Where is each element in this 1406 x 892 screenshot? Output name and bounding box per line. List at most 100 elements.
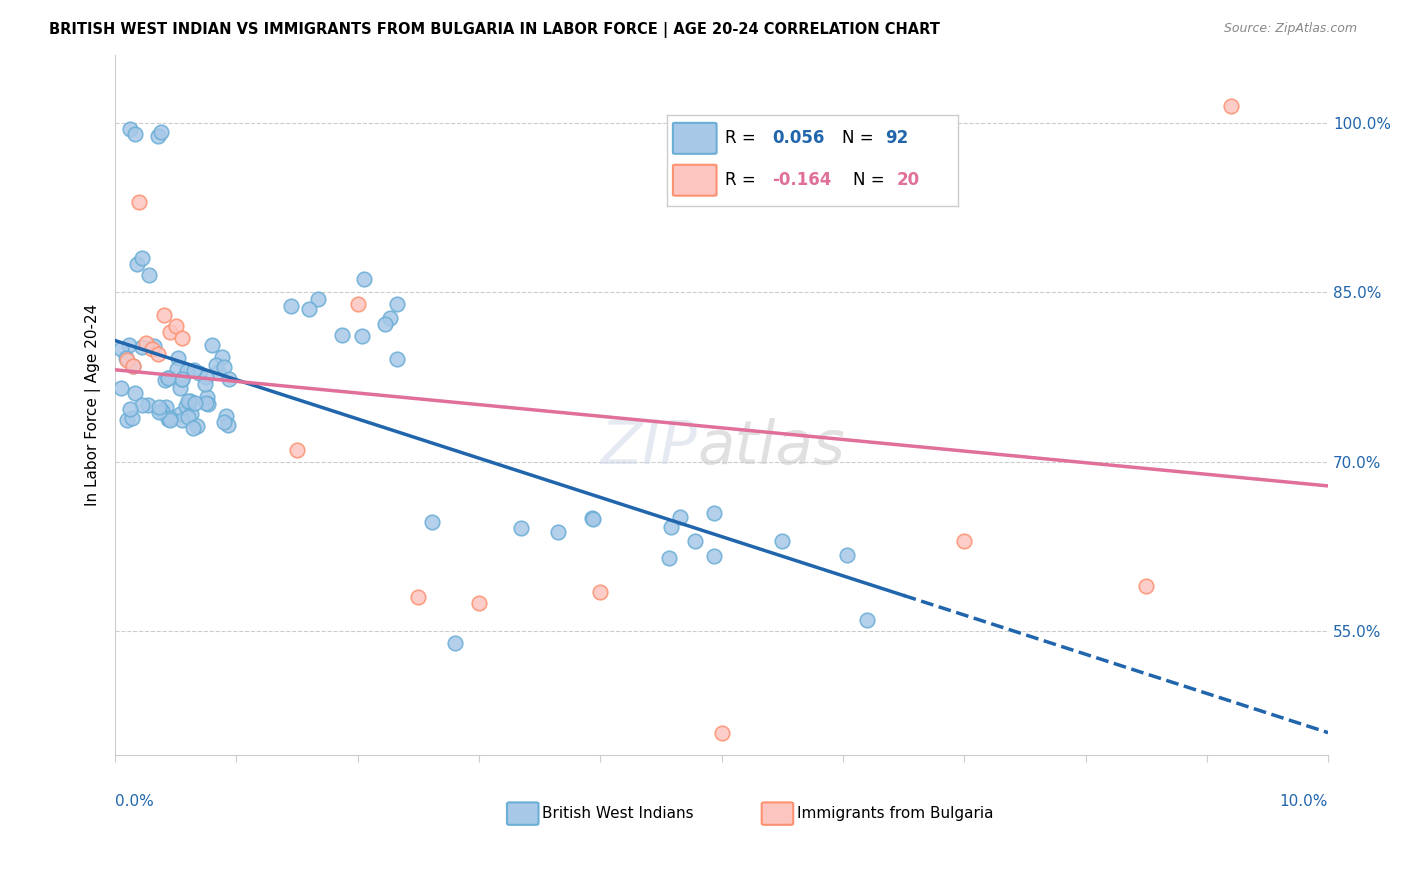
Point [352,328,374,343]
Point [194,376,217,391]
Point [134,336,156,351]
Point [215,409,238,424]
Point [953,533,976,548]
Point [1220,99,1243,113]
Point [176,409,198,424]
Point [153,373,176,387]
Text: 10.0%: 10.0% [1279,794,1329,809]
Point [117,353,139,368]
Point [856,613,879,627]
Point [114,351,136,365]
Point [669,509,692,524]
Point [172,372,194,386]
Point [186,419,208,434]
Point [710,726,733,740]
Point [128,194,150,209]
Point [1135,579,1157,593]
Point [509,521,531,535]
Point [280,299,302,313]
Point [118,121,141,136]
Point [156,371,179,385]
Point [131,252,153,266]
Point [181,420,204,434]
Text: Immigrants from Bulgaria: Immigrants from Bulgaria [797,806,994,822]
Point [120,402,142,417]
Point [131,340,153,354]
Point [141,342,163,356]
Point [177,393,200,408]
Point [207,365,229,379]
Point [581,511,603,525]
Point [174,400,197,414]
Point [298,301,321,316]
Point [172,412,194,426]
Text: Source: ZipAtlas.com: Source: ZipAtlas.com [1223,22,1357,36]
Point [468,596,491,610]
Point [770,533,793,548]
Point [307,292,329,306]
Point [125,257,148,271]
Point [143,339,166,353]
Point [194,396,217,410]
Point [146,347,169,361]
Point [385,351,408,366]
Point [179,394,201,409]
Point [195,390,218,404]
Text: BRITISH WEST INDIAN VS IMMIGRANTS FROM BULGARIA IN LABOR FORCE | AGE 20-24 CORRE: BRITISH WEST INDIAN VS IMMIGRANTS FROM B… [49,22,941,38]
Point [176,364,198,378]
Point [184,396,207,410]
Text: 0.0%: 0.0% [115,794,153,809]
Point [201,338,224,352]
Text: atlas: atlas [697,417,845,477]
Point [165,319,187,334]
Text: British West Indians: British West Indians [543,806,693,822]
Text: ZIP: ZIP [600,417,697,477]
Point [148,405,170,419]
Point [152,308,174,322]
Point [159,325,181,339]
Point [443,635,465,649]
Point [658,551,681,566]
Point [380,310,402,325]
Point [683,534,706,549]
Point [122,359,145,373]
Point [138,268,160,283]
Point [187,366,209,380]
Point [212,416,235,430]
Point [170,330,193,344]
Y-axis label: In Labor Force | Age 20-24: In Labor Force | Age 20-24 [86,304,101,507]
Point [330,327,353,342]
Point [420,516,443,530]
Point [155,400,177,414]
Point [138,399,160,413]
Point [122,359,145,373]
Point [837,548,859,562]
FancyBboxPatch shape [762,803,793,825]
Point [110,381,132,395]
Point [110,342,132,356]
Point [205,358,228,372]
Point [169,407,191,421]
Point [150,125,173,139]
Point [124,385,146,400]
Point [408,591,430,605]
Point [212,360,235,375]
Point [156,370,179,384]
Point [146,129,169,144]
Point [159,410,181,425]
Point [166,362,188,376]
Point [197,397,219,411]
Point [166,351,188,366]
Point [353,272,375,286]
Point [131,398,153,412]
Point [582,512,605,526]
Point [703,506,725,520]
Point [172,372,194,386]
Point [218,372,240,386]
Point [374,317,396,331]
Point [159,413,181,427]
Point [169,381,191,395]
Point [770,189,793,203]
FancyBboxPatch shape [508,803,538,825]
Point [703,549,725,563]
